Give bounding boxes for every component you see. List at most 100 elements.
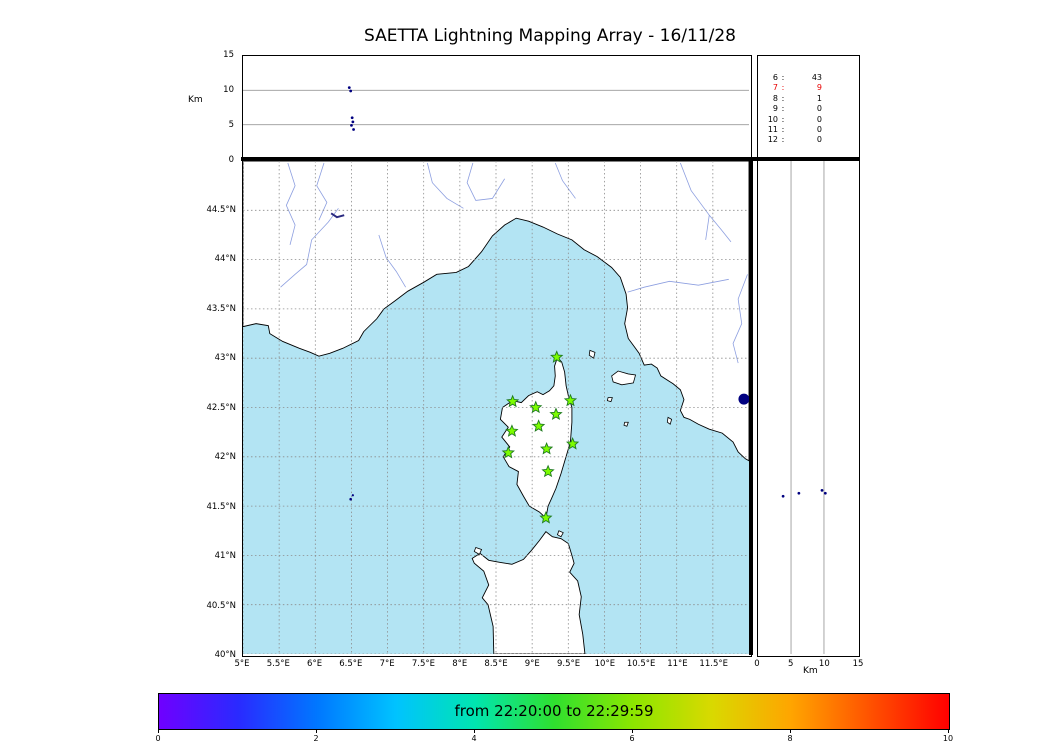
lon-tick-label: 11.5°E bbox=[699, 659, 728, 669]
river bbox=[378, 234, 406, 288]
station-count-row: 9: 0 bbox=[758, 104, 859, 114]
river bbox=[466, 162, 506, 201]
river bbox=[732, 274, 748, 364]
station-star-icon bbox=[541, 464, 555, 478]
alt-tick-label-right: 5 bbox=[787, 659, 794, 669]
colon-separator: : bbox=[781, 125, 785, 135]
colorbar-tick-mark bbox=[632, 729, 633, 733]
river bbox=[627, 278, 729, 293]
river bbox=[708, 214, 732, 243]
plan-view-map bbox=[243, 161, 749, 654]
lon-tick-label: 9.5°E bbox=[556, 659, 581, 669]
lightning-source-dot bbox=[347, 86, 351, 89]
station-id: 12 bbox=[767, 135, 778, 145]
station-count-value: 0 bbox=[816, 104, 822, 114]
colorbar-label: from 22:20:00 to 22:29:59 bbox=[454, 702, 654, 720]
lon-tick-label: 7.5°E bbox=[411, 659, 435, 669]
lat-tick-label: 41°N bbox=[214, 551, 236, 561]
station-star-icon bbox=[566, 437, 580, 450]
lon-tick-label: 5.5°E bbox=[266, 659, 290, 669]
lon-tick-label: 5°E bbox=[234, 659, 250, 669]
colorbar-tick-label: 10 bbox=[942, 734, 954, 743]
river bbox=[554, 162, 576, 199]
station-star-icon bbox=[549, 407, 563, 421]
lightning-source-dot bbox=[738, 393, 749, 405]
island bbox=[611, 370, 637, 386]
river bbox=[680, 162, 710, 240]
station-count-row: 12: 0 bbox=[758, 135, 859, 145]
alt-tick-label-right: 10 bbox=[818, 659, 830, 669]
island bbox=[556, 530, 564, 538]
colon-separator: : bbox=[781, 93, 785, 103]
station-id: 8 bbox=[772, 93, 778, 103]
station-id: 9 bbox=[772, 104, 778, 114]
lon-tick-label: 6.5°E bbox=[339, 659, 363, 669]
lon-altitude-panel bbox=[242, 55, 752, 162]
station-id: 6 bbox=[772, 73, 778, 82]
colon-separator: : bbox=[781, 104, 785, 114]
colorbar-tick-label: 2 bbox=[313, 734, 319, 743]
lightning-source-dot bbox=[352, 128, 355, 131]
colon-separator: : bbox=[781, 73, 785, 82]
lat-tick-label: 44.5°N bbox=[206, 204, 236, 215]
lat-altitude-plot bbox=[781, 161, 827, 654]
alt-tick-label-right: 0 bbox=[754, 659, 760, 669]
alt-axis-label-top: Km bbox=[188, 95, 203, 105]
station-star-icon bbox=[539, 511, 553, 524]
station-star-icon bbox=[540, 441, 554, 455]
station-id: 10 bbox=[767, 114, 778, 124]
panel-separator-horizontal bbox=[241, 157, 859, 161]
colorbar-tick-label: 4 bbox=[471, 734, 477, 743]
lat-tick-label: 40.5°N bbox=[206, 600, 236, 611]
island bbox=[623, 421, 629, 427]
panel-separator-vertical bbox=[749, 157, 753, 655]
river bbox=[285, 162, 296, 245]
colorbar-tick-label: 8 bbox=[787, 734, 793, 743]
river bbox=[316, 162, 328, 221]
lon-tick-label: 7°E bbox=[379, 659, 395, 669]
colorbar-tick-mark bbox=[948, 729, 949, 733]
colon-separator: : bbox=[781, 114, 785, 124]
station-id: 11 bbox=[767, 125, 778, 135]
colorbar-tick-label: 0 bbox=[155, 734, 161, 743]
station-count-row: 6: 43 bbox=[758, 73, 859, 83]
island bbox=[473, 547, 483, 555]
lightning-source-dot bbox=[350, 123, 353, 127]
station-star-icon bbox=[532, 419, 546, 432]
lat-tick-label: 40°N bbox=[214, 650, 236, 660]
lon-tick-label: 8°E bbox=[452, 659, 468, 669]
lat-tick-label: 42.5°N bbox=[206, 402, 236, 413]
station-count-row: 7: 9 bbox=[758, 83, 859, 93]
lon-tick-label: 8.5°E bbox=[484, 659, 508, 669]
lake bbox=[330, 212, 345, 219]
station-count-row: 10: 0 bbox=[758, 115, 859, 125]
alt-tick-label-top: 5 bbox=[228, 120, 234, 130]
lat-tick-label: 41.5°N bbox=[206, 501, 236, 512]
colorbar-tick-mark bbox=[158, 729, 159, 733]
station-star-icon bbox=[529, 400, 543, 414]
coast-corsica bbox=[499, 356, 573, 519]
station-count-value: 9 bbox=[816, 83, 822, 93]
station-star-icon bbox=[563, 393, 578, 407]
figure-title: SAETTA Lightning Mapping Array - 16/11/2… bbox=[364, 26, 736, 46]
coast-sardinia bbox=[471, 531, 586, 654]
river bbox=[426, 162, 464, 209]
station-count-row: 8: 1 bbox=[758, 94, 859, 104]
lon-tick-label: 11°E bbox=[667, 659, 688, 669]
river bbox=[280, 208, 339, 288]
lon-altitude-plot bbox=[243, 86, 749, 131]
lightning-source-dot bbox=[349, 89, 353, 93]
lon-tick-label: 9°E bbox=[524, 659, 540, 669]
alt-tick-label-top: 15 bbox=[223, 50, 234, 60]
colon-separator: : bbox=[781, 83, 785, 93]
station-star-icon bbox=[506, 394, 520, 408]
lon-tick-label: 6°E bbox=[307, 659, 323, 669]
lightning-source-dot bbox=[351, 494, 354, 497]
colorbar-tick-mark bbox=[316, 729, 317, 733]
time-colorbar: from 22:20:00 to 22:29:59 bbox=[158, 693, 950, 730]
lat-tick-label: 42°N bbox=[214, 452, 236, 462]
lightning-source-dot bbox=[781, 494, 785, 498]
station-count-row: 11: 0 bbox=[758, 125, 859, 135]
lon-tick-label: 10.5°E bbox=[626, 659, 656, 669]
